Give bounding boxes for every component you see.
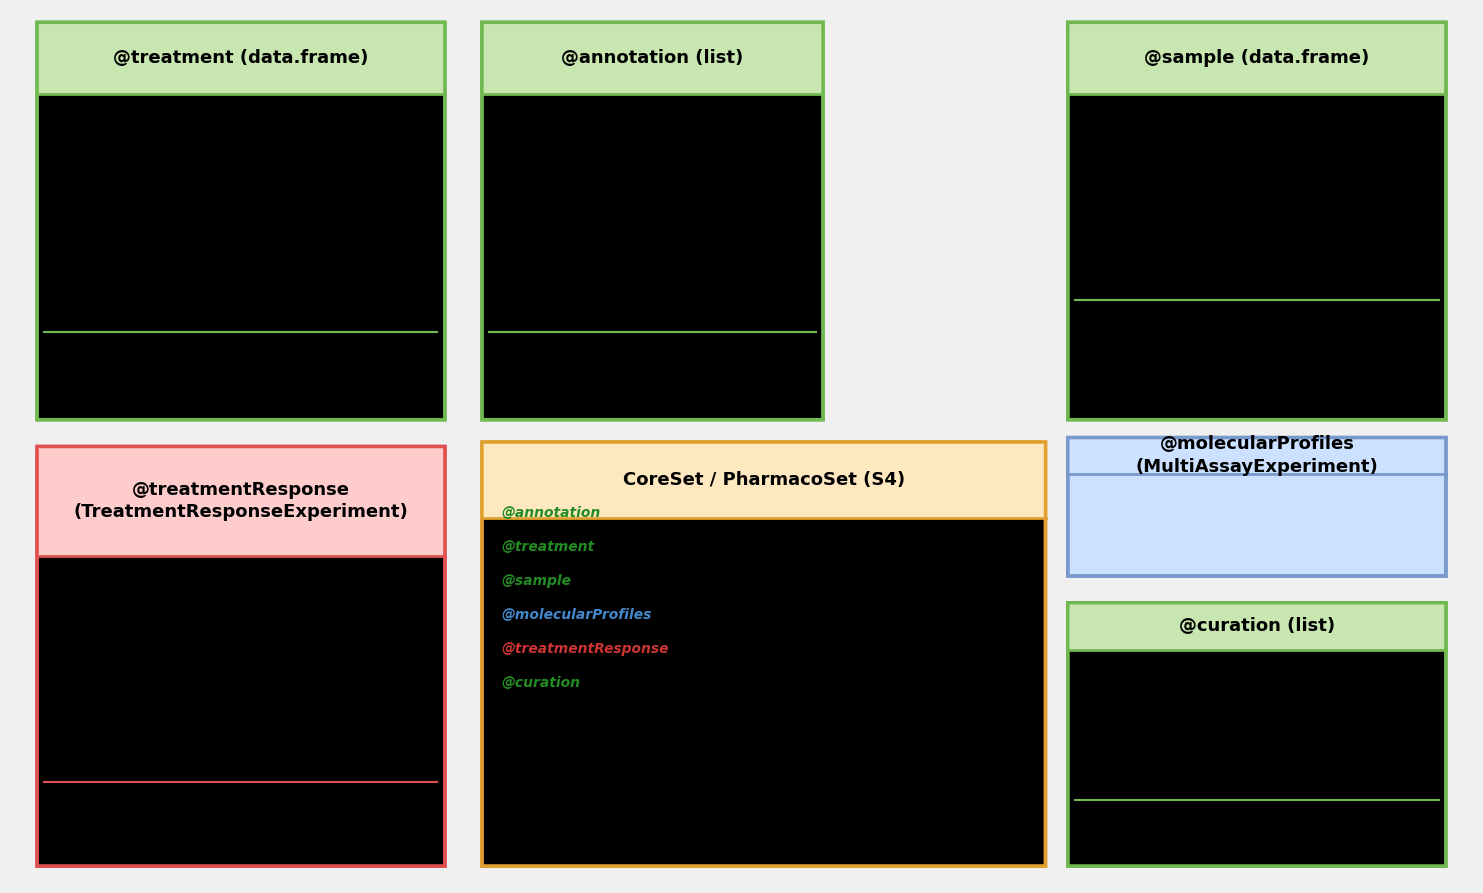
Text: @treatmentResponse: @treatmentResponse xyxy=(501,642,669,656)
Text: CoreSet / PharmacoSet (S4): CoreSet / PharmacoSet (S4) xyxy=(623,472,905,489)
FancyBboxPatch shape xyxy=(482,22,823,420)
FancyBboxPatch shape xyxy=(37,22,445,94)
Bar xyxy=(482,484,1046,518)
Bar xyxy=(482,62,823,94)
Text: @treatment (data.frame): @treatment (data.frame) xyxy=(113,49,369,67)
Bar xyxy=(1068,62,1446,94)
FancyBboxPatch shape xyxy=(1068,603,1446,650)
FancyBboxPatch shape xyxy=(1068,438,1446,576)
FancyBboxPatch shape xyxy=(1068,603,1446,866)
FancyBboxPatch shape xyxy=(482,442,1046,866)
FancyBboxPatch shape xyxy=(1068,22,1446,94)
Text: @treatment: @treatment xyxy=(501,540,595,555)
FancyBboxPatch shape xyxy=(37,22,445,420)
Text: @treatmentResponse
(TreatmentResponseExperiment): @treatmentResponse (TreatmentResponseExp… xyxy=(74,481,408,522)
Text: @curation (list): @curation (list) xyxy=(1179,617,1335,636)
Text: @annotation: @annotation xyxy=(501,506,601,521)
Text: @sample: @sample xyxy=(501,574,571,588)
Bar xyxy=(1068,629,1446,650)
Text: @annotation (list): @annotation (list) xyxy=(562,49,743,67)
FancyBboxPatch shape xyxy=(37,446,445,866)
Text: @sample (data.frame): @sample (data.frame) xyxy=(1145,49,1369,67)
FancyBboxPatch shape xyxy=(1068,22,1446,420)
Bar xyxy=(37,62,445,94)
FancyBboxPatch shape xyxy=(37,446,445,555)
Bar xyxy=(37,506,445,555)
Text: @curation: @curation xyxy=(501,676,580,690)
Text: @molecularProfiles
(MultiAssayExperiment): @molecularProfiles (MultiAssayExperiment… xyxy=(1136,436,1378,476)
Text: @molecularProfiles: @molecularProfiles xyxy=(501,608,651,622)
Bar xyxy=(1068,457,1446,473)
FancyBboxPatch shape xyxy=(482,442,1046,518)
FancyBboxPatch shape xyxy=(482,22,823,94)
FancyBboxPatch shape xyxy=(1068,438,1446,473)
